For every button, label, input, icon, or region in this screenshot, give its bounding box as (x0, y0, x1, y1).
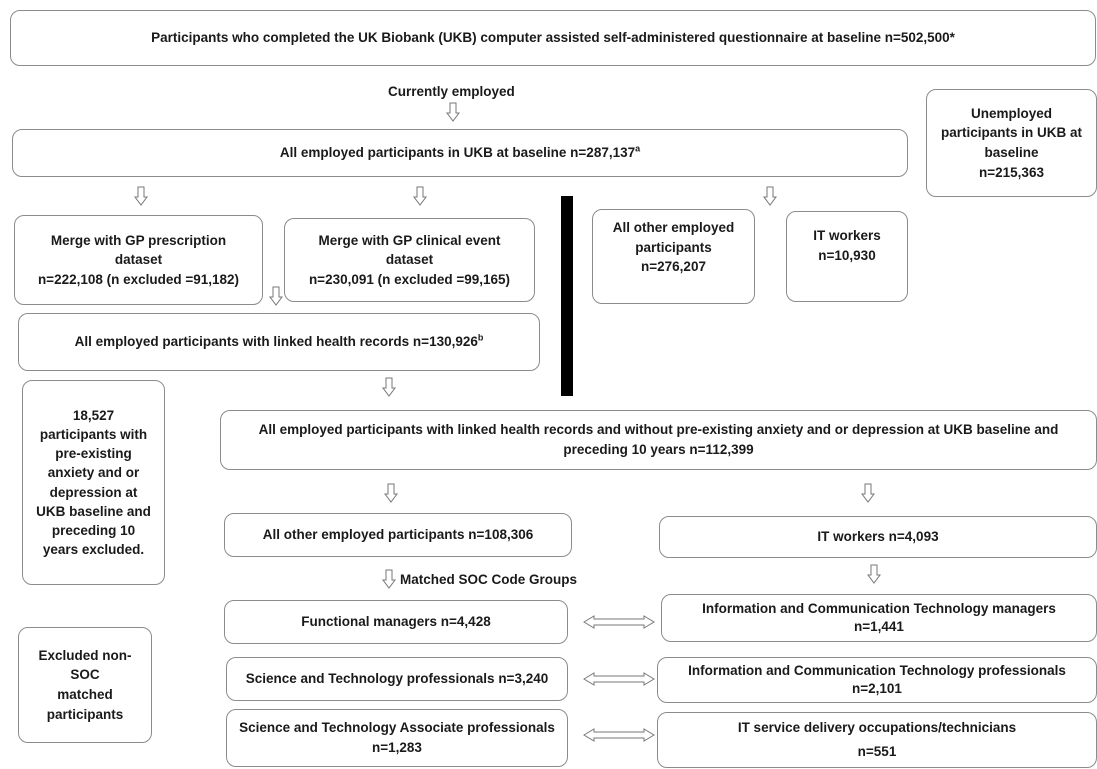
vertical-divider (561, 196, 573, 396)
excluded-line: participants with (39, 427, 148, 443)
box-functional-managers: Functional managers n=4,428 (224, 600, 568, 644)
arrow-down-other-mid (384, 483, 398, 503)
gp-prescription-line: Merge with GP prescription (50, 232, 227, 248)
other-employed-count: n=276,207 (641, 259, 706, 275)
ict-prof-label: Information and Communication Technology… (688, 662, 1066, 678)
box-baseline-questionnaire: Participants who completed the UK Bioban… (10, 10, 1096, 66)
ict-managers-label: Information and Communication Technology… (702, 600, 1056, 616)
box-employed-participants: All employed participants in UKB at base… (12, 129, 908, 177)
unemployed-line: baseline (984, 145, 1039, 160)
it-service-count: n=551 (857, 744, 897, 759)
arrow-down-linked (269, 286, 283, 306)
without-anxiety-line: All employed participants with linked he… (258, 422, 1059, 438)
arrow-bidirectional-associates (583, 728, 655, 742)
excluded-nonsoc-line: matched (57, 687, 113, 702)
arrow-down-gp-prescription (134, 186, 148, 206)
excluded-line: preceding 10 (51, 522, 136, 538)
without-anxiety-count: preceding 10 years n=112,399 (563, 442, 754, 457)
excluded-nonsoc-line: Excluded non-SOC (38, 647, 132, 683)
sci-tech-assoc-label: Science and Technology Associate profess… (239, 720, 555, 736)
box-it-service-delivery: IT service delivery occupations/technici… (657, 712, 1097, 768)
sci-tech-prof-text: Science and Technology professionals n=3… (245, 671, 549, 687)
box-gp-clinical: Merge with GP clinical event dataset n=2… (284, 218, 535, 302)
gp-prescription-line: dataset (114, 252, 163, 268)
arrow-down-it-mid (861, 483, 875, 503)
box-other-employed-top: All other employed participants n=276,20… (592, 209, 755, 304)
other-employed-line: participants (635, 239, 712, 255)
arrow-down-other-employed (763, 186, 777, 206)
box-linked-text: All employed participants with linked he… (74, 334, 478, 350)
functional-managers-text: Functional managers n=4,428 (301, 614, 491, 630)
gp-clinical-line: dataset (385, 252, 434, 268)
box-ict-managers: Information and Communication Technology… (661, 594, 1097, 642)
box-ict-professionals: Information and Communication Technology… (657, 657, 1097, 703)
label-matched-soc: Matched SOC Code Groups (400, 572, 578, 587)
box-baseline-questionnaire-text: Participants who completed the UK Bioban… (151, 30, 955, 46)
excluded-line: anxiety and or (47, 465, 140, 481)
ict-prof-count: n=2,101 (852, 681, 902, 696)
box-excluded-anxiety: 18,527 participants with pre-existing an… (22, 380, 165, 585)
it-workers-mid-text: IT workers n=4,093 (817, 529, 939, 545)
arrow-down-ict-managers (867, 564, 881, 584)
arrow-down-matched (382, 569, 396, 589)
ict-managers-count: n=1,441 (854, 619, 904, 634)
box-excluded-non-soc: Excluded non-SOC matched participants (18, 627, 152, 743)
other-employed-mid-text: All other employed participants n=108,30… (262, 527, 534, 543)
other-employed-line: All other employed (612, 220, 735, 235)
excluded-line: depression at (49, 484, 138, 500)
box-unemployed: Unemployed participants in UKB at baseli… (926, 89, 1097, 197)
unemployed-line: participants in UKB at (940, 125, 1083, 141)
box-it-workers-mid: IT workers n=4,093 (659, 516, 1097, 558)
it-workers-label: IT workers (813, 228, 881, 243)
box-sci-tech-associate: Science and Technology Associate profess… (226, 709, 568, 767)
arrow-bidirectional-professionals (583, 672, 655, 686)
footnote-a: a (635, 143, 641, 154)
sci-tech-assoc-count: n=1,283 (372, 740, 422, 755)
unemployed-count: n=215,363 (979, 164, 1044, 180)
excluded-count: 18,527 (72, 407, 115, 423)
it-service-label: IT service delivery occupations/technici… (737, 719, 1017, 735)
footnote-b: b (477, 332, 484, 343)
box-without-anxiety: All employed participants with linked he… (220, 410, 1097, 470)
arrow-bidirectional-managers (583, 615, 655, 629)
box-it-workers-top: IT workers n=10,930 (786, 211, 908, 302)
gp-clinical-line: Merge with GP clinical event (318, 232, 501, 248)
unemployed-line: Unemployed (970, 105, 1052, 121)
label-currently-employed: Currently employed (388, 84, 515, 99)
excluded-nonsoc-line: participants (46, 706, 124, 722)
arrow-down-gp-clinical (413, 186, 427, 206)
arrow-down-without-anxiety (382, 377, 396, 397)
arrow-down-employed (446, 102, 460, 122)
excluded-line: years excluded. (42, 541, 145, 557)
box-employed-text: All employed participants in UKB at base… (279, 145, 636, 161)
gp-clinical-count: n=230,091 (n excluded =99,165) (308, 271, 511, 287)
excluded-line: pre-existing (55, 446, 132, 462)
excluded-line: UKB baseline and (36, 503, 151, 519)
gp-prescription-count: n=222,108 (n excluded =91,182) (37, 271, 240, 287)
box-sci-tech-professionals: Science and Technology professionals n=3… (226, 657, 568, 701)
box-gp-prescription: Merge with GP prescription dataset n=222… (14, 215, 263, 305)
it-workers-count: n=10,930 (818, 247, 876, 263)
box-linked-health-records: All employed participants with linked he… (18, 313, 540, 371)
box-other-employed-mid: All other employed participants n=108,30… (224, 513, 572, 557)
